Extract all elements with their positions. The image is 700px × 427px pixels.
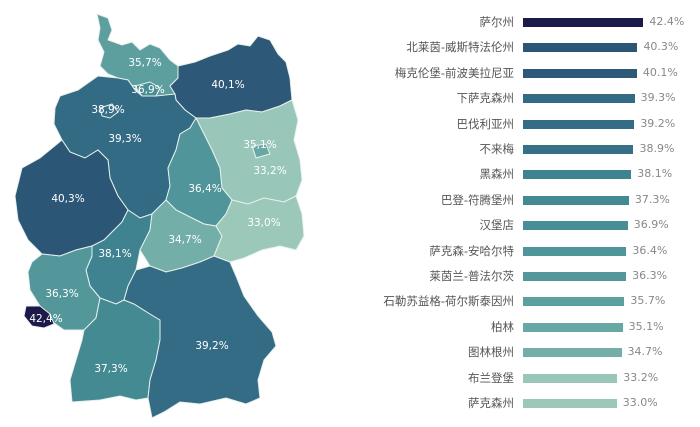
bar-category-label: 布兰登堡 — [468, 370, 514, 385]
map-label-saarland: 42,4% — [29, 313, 62, 325]
map-label-bayern: 39,2% — [195, 340, 228, 352]
bar-category-label: 巴登-符腾堡州 — [440, 192, 514, 207]
bar — [523, 94, 635, 104]
bar — [523, 322, 623, 332]
region-saarland — [23, 305, 55, 329]
bar-value-label: 38.1% — [637, 167, 673, 181]
bar — [523, 297, 625, 307]
bar-category-label: 下萨克森州 — [456, 91, 515, 106]
bar-row: 柏林 35.1% — [330, 317, 700, 337]
bar-category-label: 梅克伦堡-前波美拉尼亚 — [394, 65, 514, 80]
bar — [523, 18, 644, 27]
bar-category-label: 石勒苏益格-荷尔斯泰因州 — [383, 294, 514, 309]
bar-category-label: 巴伐利亚州 — [456, 116, 515, 131]
bar-value-label: 35.1% — [628, 319, 664, 333]
bar — [523, 145, 634, 154]
bar-value-label: 38.9% — [639, 142, 675, 155]
bar-value-label: 36.4% — [632, 243, 668, 257]
bar-row: 下萨克森州 39.3% — [330, 88, 700, 108]
map-label-thueringen: 34,7% — [168, 234, 201, 246]
map-label-brandenburg: 33,2% — [253, 165, 286, 177]
bar — [523, 68, 637, 78]
map-label-baden-wuerttemberg: 37,3% — [94, 363, 127, 375]
bar — [523, 246, 627, 256]
map-label-rheinland-pfalz: 36,3% — [45, 288, 78, 300]
bar — [523, 195, 629, 205]
map-label-mecklenburg-vorpommern: 40,1% — [211, 79, 244, 91]
bar-value-label: 39.2% — [640, 116, 676, 130]
bar-row: 石勒苏益格-荷尔斯泰因州 35.7% — [330, 291, 700, 311]
bar-row: 巴伐利亚州 39.2% — [330, 114, 700, 134]
bar — [523, 399, 617, 408]
bar-category-label: 汉堡店 — [479, 218, 515, 233]
bar-row: 梅克伦堡-前波美拉尼亚 40.1% — [330, 63, 700, 83]
bar-category-label: 不来梅 — [479, 142, 515, 156]
bar-row: 布兰登堡 33.2% — [330, 368, 700, 388]
germany-choropleth-map: 35,7% 36,9% 40,1% 38,9% 39,3% 35,1% 33,2… — [0, 0, 330, 427]
region-bremen — [99, 103, 119, 119]
bar-value-label: 33.0% — [622, 396, 658, 409]
bar — [523, 272, 627, 281]
bar — [523, 348, 622, 358]
bar-value-label: 40.3% — [643, 40, 679, 54]
bar-category-label: 莱茵兰-普法尔茨 — [429, 269, 514, 283]
bar-value-label: 36.9% — [633, 218, 669, 232]
bar-value-label: 34.7% — [627, 345, 663, 359]
bar-chart: 萨尔州 42.4% 北莱茵-威斯特法伦州 40.3% 梅克伦堡-前波美拉尼亚 40.1% 下… — [330, 0, 700, 427]
map-label-sachsen-anhalt: 36,4% — [188, 183, 221, 195]
map-label-bremen: 38,9% — [91, 104, 124, 116]
bar-category-label: 柏林 — [491, 319, 514, 334]
region-hamburg — [134, 81, 161, 97]
region-mecklenburg-vorpommern — [169, 35, 293, 119]
bar — [523, 43, 638, 53]
bar-value-label: 40.1% — [642, 65, 678, 79]
bar-value-label: 36.3% — [632, 269, 668, 282]
map-label-schleswig-holstein: 35,7% — [128, 57, 161, 69]
bar-row: 莱茵兰-普法尔茨 36.3% — [330, 266, 700, 286]
region-bayern — [123, 255, 277, 419]
bar-row: 萨尔州 42.4% — [330, 12, 700, 32]
bar-row: 黑森州 38.1% — [330, 164, 700, 184]
bar-row: 北莱茵-威斯特法伦州 40.3% — [330, 37, 700, 57]
bar — [523, 373, 618, 383]
bar-value-label: 35.7% — [630, 294, 666, 308]
bar-row: 图林根州 34.7% — [330, 342, 700, 362]
bar-value-label: 37.3% — [634, 192, 670, 206]
bar — [523, 221, 628, 231]
bar-category-label: 黑森州 — [479, 167, 515, 182]
bar — [523, 170, 632, 180]
bar-row: 汉堡店 36.9% — [330, 215, 700, 235]
map-label-berlin: 35,1% — [243, 139, 276, 151]
bar-category-label: 北莱茵-威斯特法伦州 — [406, 40, 514, 55]
bar-value-label: 42.4% — [649, 15, 685, 28]
bar-category-label: 萨克森-安哈尔特 — [429, 243, 514, 258]
bar-category-label: 图林根州 — [468, 345, 514, 360]
bar-row: 萨克森-安哈尔特 36.4% — [330, 241, 700, 261]
bar-category-label: 萨克森州 — [468, 396, 514, 410]
map-label-hessen: 38,1% — [98, 248, 131, 260]
map-label-sachsen: 33,0% — [247, 217, 280, 229]
bar-category-label: 萨尔州 — [479, 15, 515, 29]
bar-row: 萨克森州 33.0% — [330, 393, 700, 413]
map-label-nordrhein-westfalen: 40,3% — [51, 193, 84, 205]
bar-row: 不来梅 38.9% — [330, 139, 700, 159]
bar-value-label: 33.2% — [623, 370, 659, 384]
map-label-hamburg: 36,9% — [131, 84, 164, 96]
bar-row: 巴登-符腾堡州 37.3% — [330, 190, 700, 210]
map-label-niedersachsen: 39,3% — [108, 133, 141, 145]
bar-value-label: 39.3% — [640, 91, 676, 105]
bar — [523, 119, 635, 129]
